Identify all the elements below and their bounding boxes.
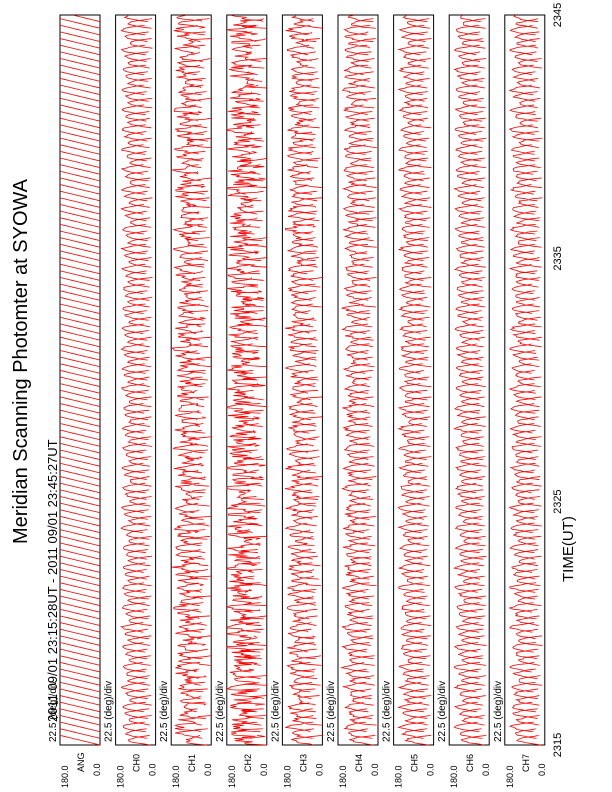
panel-label-ch3: CH3 [298, 754, 308, 772]
y-tick-top-ang: 180.0 [60, 765, 70, 788]
panel-frame-ch7 [504, 14, 546, 746]
panel-scale-ch0: 22.5 (deg)/div [104, 681, 115, 742]
panel-scale-ch1: 22.5 (deg)/div [159, 681, 170, 742]
trace-ch0 [120, 14, 153, 746]
y-tick-top-ch7: 180.0 [505, 765, 515, 788]
trace-ch4 [340, 14, 377, 746]
panel-scale-ch6: 22.5 (deg)/div [437, 681, 448, 742]
panel-label-ch4: CH4 [354, 754, 364, 772]
panel-scale-ch7: 22.5 (deg)/div [493, 681, 504, 742]
panel-label-ch5: CH5 [410, 754, 420, 772]
panel-frame-ch1 [170, 14, 212, 746]
panel-frame-ch2 [226, 14, 268, 746]
trace-ch1 [170, 14, 212, 746]
panel-frame-ch5 [393, 14, 435, 746]
x-tick-2345: 2345 [552, 3, 564, 27]
y-tick-bottom-ang: 0.0 [92, 763, 102, 776]
trace-ang [59, 14, 101, 746]
y-tick-bottom-ch0: 0.0 [148, 763, 158, 776]
trace-ch7 [508, 14, 543, 746]
y-tick-top-ch6: 180.0 [449, 765, 459, 788]
panel-frame-ch4 [337, 14, 379, 746]
trace-ch5 [397, 14, 432, 746]
x-tick-2315: 2315 [552, 733, 564, 757]
x-tick-2335: 2335 [552, 246, 564, 270]
trace-ch6 [453, 14, 487, 746]
panel-scale-ch4: 22.5 (deg)/div [326, 681, 337, 742]
panel-label-ch6: CH6 [465, 754, 475, 772]
panel-label-ch2: CH2 [243, 754, 253, 772]
panel-scale-ch5: 22.5 (deg)/div [382, 681, 393, 742]
y-tick-top-ch1: 180.0 [171, 765, 181, 788]
y-tick-top-ch2: 180.0 [227, 765, 237, 788]
y-tick-bottom-ch4: 0.0 [370, 763, 380, 776]
panel-scale-ch3: 22.5 (deg)/div [270, 681, 281, 742]
y-tick-top-ch5: 180.0 [394, 765, 404, 788]
panel-label-ang: ANG [76, 752, 86, 772]
panel-scale-ch2: 22.5 (deg)/div [215, 681, 226, 742]
y-tick-top-ch0: 180.0 [116, 765, 126, 788]
panel-label-ch1: CH1 [187, 754, 197, 772]
x-tick-2325: 2325 [552, 489, 564, 513]
panel-label-ch0: CH0 [132, 754, 142, 772]
trace-ch3 [284, 15, 323, 746]
y-tick-bottom-ch6: 0.0 [481, 763, 491, 776]
y-tick-bottom-ch7: 0.0 [537, 763, 547, 776]
y-tick-bottom-ch5: 0.0 [426, 763, 436, 776]
y-tick-bottom-ch3: 0.0 [314, 763, 324, 776]
panel-label-ch7: CH7 [521, 754, 531, 772]
y-tick-bottom-ch1: 0.0 [203, 763, 213, 776]
y-tick-top-ch4: 180.0 [338, 765, 348, 788]
panel-frame-ch0 [115, 14, 157, 746]
panel-frame-ang [59, 14, 101, 746]
y-tick-top-ch3: 180.0 [282, 765, 292, 788]
trace-ch2 [225, 14, 267, 746]
y-tick-bottom-ch2: 0.0 [259, 763, 269, 776]
panel-scale-ang: 22.5 (deg)/div [48, 681, 59, 742]
panel-frame-ch3 [281, 14, 323, 746]
panel-frame-ch6 [448, 14, 490, 746]
